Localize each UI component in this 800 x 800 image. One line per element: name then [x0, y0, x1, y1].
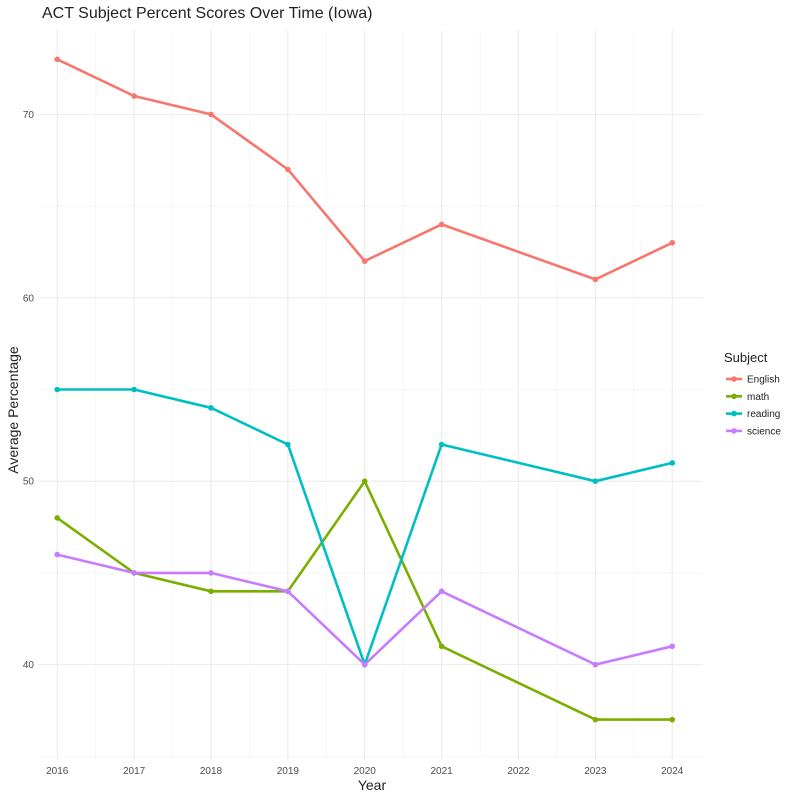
data-point-english	[592, 276, 599, 283]
data-point-reading	[285, 441, 291, 448]
x-tick-label: 2024	[661, 766, 684, 777]
data-point-math	[54, 515, 61, 521]
data-point-math	[361, 478, 368, 485]
data-point-reading	[54, 386, 61, 393]
data-point-math	[592, 716, 599, 723]
data-point-reading	[208, 405, 214, 411]
legend-label-science: science	[747, 426, 781, 437]
data-point-math	[438, 643, 445, 650]
x-tick-label: 2020	[354, 766, 377, 777]
y-tick-label: 50	[23, 477, 35, 488]
data-point-science	[208, 570, 214, 576]
data-point-english	[54, 56, 61, 63]
x-tick-label: 2022	[507, 766, 530, 777]
x-tick-label: 2016	[46, 766, 69, 777]
series-line-reading	[55, 388, 674, 666]
data-point-english	[669, 239, 676, 246]
data-point-science	[54, 551, 61, 558]
legend-key-point-science	[731, 428, 737, 434]
y-tick-label: 60	[23, 293, 35, 304]
data-point-reading	[669, 460, 676, 466]
data-point-english	[131, 93, 137, 99]
legend-key-point-math	[731, 393, 737, 400]
series-layer	[54, 56, 676, 723]
legend-key-point-english	[731, 376, 737, 382]
legend-title: Subject	[724, 350, 768, 365]
data-point-science	[669, 643, 676, 650]
data-point-reading	[438, 441, 445, 448]
y-axis-title: Average Percentage	[5, 346, 21, 474]
data-point-science	[592, 661, 599, 668]
data-point-science	[285, 588, 291, 595]
x-tick-label: 2023	[584, 766, 607, 777]
series-line-english	[55, 57, 674, 281]
data-point-science	[438, 588, 445, 595]
chart-title: ACT Subject Percent Scores Over Time (Io…	[42, 5, 373, 22]
x-tick-label: 2017	[123, 766, 146, 777]
legend-label-english: English	[747, 375, 780, 386]
data-point-reading	[131, 386, 137, 393]
y-tick-label: 70	[23, 110, 35, 121]
data-point-math	[669, 716, 676, 723]
data-point-english	[438, 221, 445, 228]
data-point-science	[131, 570, 137, 576]
series-line-science	[55, 553, 674, 666]
x-tick-label: 2019	[277, 766, 300, 777]
data-point-reading	[592, 478, 599, 485]
series-line-math	[55, 479, 674, 721]
legend-key-point-reading	[731, 410, 737, 417]
data-point-english	[361, 258, 368, 264]
legend-label-math: math	[747, 392, 769, 403]
data-point-science	[361, 661, 368, 668]
data-point-english	[285, 166, 291, 173]
x-tick-label: 2018	[200, 766, 223, 777]
x-axis-title: Year	[358, 777, 387, 793]
x-tick-label: 2021	[430, 766, 453, 777]
data-point-math	[208, 588, 214, 595]
legend-label-reading: reading	[747, 409, 780, 420]
data-point-english	[208, 111, 214, 118]
axis-layer: Year Average Percentage 2016 2017 2018 2019…	[5, 110, 684, 793]
y-tick-label: 40	[23, 660, 35, 671]
legend: Subject English math reading science	[724, 350, 781, 437]
